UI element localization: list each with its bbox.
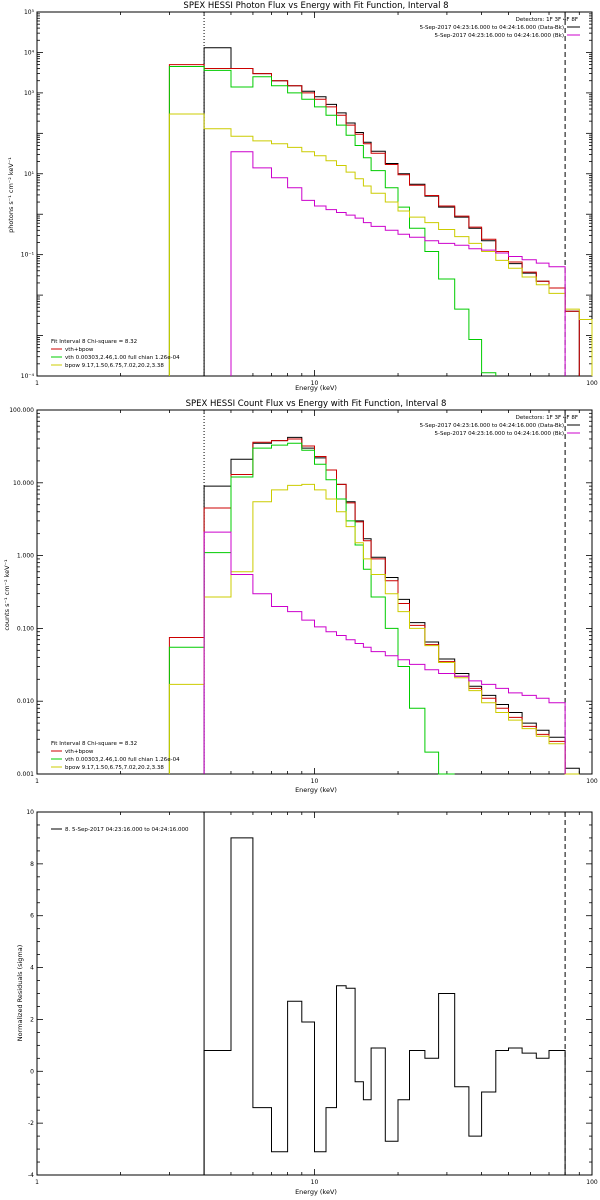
y-tick-label: 10⁻¹ (21, 252, 35, 259)
x-tick-label: 100 (586, 380, 598, 387)
x-tick-label: 100 (586, 778, 598, 785)
y-tick-label: 6 (30, 913, 34, 920)
panel1-legend-data-label: 5-Sep-2017 04:23:16.000 to 04:24:16.000 … (420, 25, 564, 31)
panel1-legend-vth-label: vth 0.00303,2.46,1.00 full chian 1.26e-0… (65, 355, 180, 361)
y-tick-label: 1.000 (17, 553, 34, 560)
panel3-ylabel: Normalized Residuals (sigma) (16, 945, 24, 1042)
y-tick-label: 10.000 (13, 480, 34, 487)
panel2-axes: 1 10 100 0.001 0.010 0.100 1.000 10.000 100.000 (9, 407, 598, 785)
panel1-ylabel: photons s⁻¹ cm⁻² keV⁻¹ (7, 157, 15, 233)
y-tick-label: 10⁻⁴ (21, 373, 35, 380)
y-tick-label: 10³ (24, 90, 35, 97)
panel3-legend-label: 8. 5-Sep-2017 04:23:16.000 to 04:24:16.0… (65, 827, 189, 833)
series-residuals (203, 837, 566, 1175)
panel2-legend-data-label: 5-Sep-2017 04:23:16.000 to 04:24:16.000 … (420, 423, 564, 429)
residuals-panel: 1 10 100 -4 -2 0 2 4 6 8 10 Energy (keV) Normalize… (16, 809, 598, 1196)
panel2-legend-top: Detectors: 1F 3F 4F 8F 5-Sep-2017 04:23:… (420, 415, 580, 437)
panel1-legend-bottom: Fit Interval 8 Chi-square = 8.32 vth+bpo… (51, 339, 180, 369)
x-tick-label: 10 (311, 778, 319, 785)
y-tick-label: 10¹ (24, 171, 35, 178)
panel2-legend-vth-label: vth 0.00303,2.46,1.00 full chian 1.26e-0… (65, 757, 180, 763)
panel2-fit-header: Fit Interval 8 Chi-square = 8.32 (51, 741, 137, 747)
panel1-legend-top: Detectors: 1F 3F 4F 8F 5-Sep-2017 04:23:… (420, 17, 580, 39)
y-tick-label: 10⁵ (24, 9, 35, 16)
panel2-legend-bpow-label: bpow 9.17,1.50,6.75,7.02,20.2,3.38 (65, 765, 164, 771)
series-bk (203, 531, 566, 774)
panel2-detectors: Detectors: 1F 3F 4F 8F (516, 415, 578, 421)
x-tick-label: 10 (311, 1179, 319, 1186)
x-tick-label: 1 (35, 778, 39, 785)
panel3-xlabel: Energy (keV) (295, 1188, 337, 1196)
series-vth-bpow (168, 64, 580, 376)
photon-flux-panel: SPEX HESSI Photon Flux vs Energy with Fi… (7, 1, 598, 392)
x-tick-label: 1 (35, 1179, 39, 1186)
series-bpow (168, 113, 593, 376)
count-flux-panel: SPEX HESSI Count Flux vs Energy with Fit… (3, 399, 598, 794)
panel2-xlabel: Energy (keV) (295, 786, 337, 794)
panel1-detectors: Detectors: 1F 3F 4F 8F (516, 17, 578, 23)
panel1-axes: 1 10 100 10⁻⁴ 10⁻¹ 10¹ 10³ 10⁴ 10⁵ (21, 9, 598, 387)
y-tick-label: 100.000 (9, 407, 34, 414)
panel1-title: SPEX HESSI Photon Flux vs Energy with Fi… (183, 1, 448, 11)
x-tick-label: 1 (35, 380, 39, 387)
y-tick-label: 8 (30, 861, 34, 868)
y-tick-label: 10 (26, 809, 34, 816)
y-tick-label: 10⁴ (24, 49, 35, 56)
panel3-legend: 8. 5-Sep-2017 04:23:16.000 to 04:24:16.0… (51, 827, 189, 833)
y-tick-label: 0.001 (17, 771, 34, 778)
panel2-legend-bottom: Fit Interval 8 Chi-square = 8.32 vth+bpo… (51, 741, 180, 771)
panel3-series (203, 837, 566, 1175)
panel2-series (168, 436, 580, 775)
x-tick-label: 10 (311, 380, 319, 387)
y-tick-label: 4 (30, 965, 34, 972)
panel1-legend-bk-label: 5-Sep-2017 04:23:16.000 to 04:24:16.000 … (435, 33, 565, 39)
panel3-axes: 1 10 100 -4 -2 0 2 4 6 8 10 (26, 809, 598, 1186)
panel2-legend-fit-label: vth+bpow (65, 749, 94, 755)
series-vth (168, 442, 455, 775)
x-tick-label: 100 (586, 1179, 598, 1186)
series-data-bk (203, 436, 580, 774)
panel1-legend-bpow-label: bpow 9.17,1.50,6.75,7.02,20.2,3.38 (65, 363, 164, 369)
plot-frame (36, 11, 593, 377)
panel2-title: SPEX HESSI Count Flux vs Energy with Fit… (186, 399, 447, 409)
panel1-legend-fit-label: vth+bpow (65, 347, 94, 353)
series-bpow (168, 483, 580, 775)
y-tick-label: 0.010 (17, 698, 34, 705)
panel1-xlabel: Energy (keV) (295, 384, 337, 392)
series-vth (168, 66, 497, 376)
panel2-ylabel: counts s⁻¹ cm⁻² keV⁻¹ (3, 559, 11, 631)
y-tick-label: 0 (30, 1068, 34, 1075)
panel1-fit-header: Fit Interval 8 Chi-square = 8.32 (51, 339, 137, 345)
panel1-series (168, 47, 593, 376)
series-bk (230, 151, 566, 376)
y-tick-label: 2 (30, 1016, 34, 1023)
panel2-legend-bk-label: 5-Sep-2017 04:23:16.000 to 04:24:16.000 … (435, 431, 565, 437)
y-tick-label: -4 (28, 1172, 34, 1179)
y-tick-label: 0.100 (17, 625, 34, 632)
series-data-bk (203, 47, 580, 376)
y-tick-label: -2 (28, 1120, 34, 1127)
